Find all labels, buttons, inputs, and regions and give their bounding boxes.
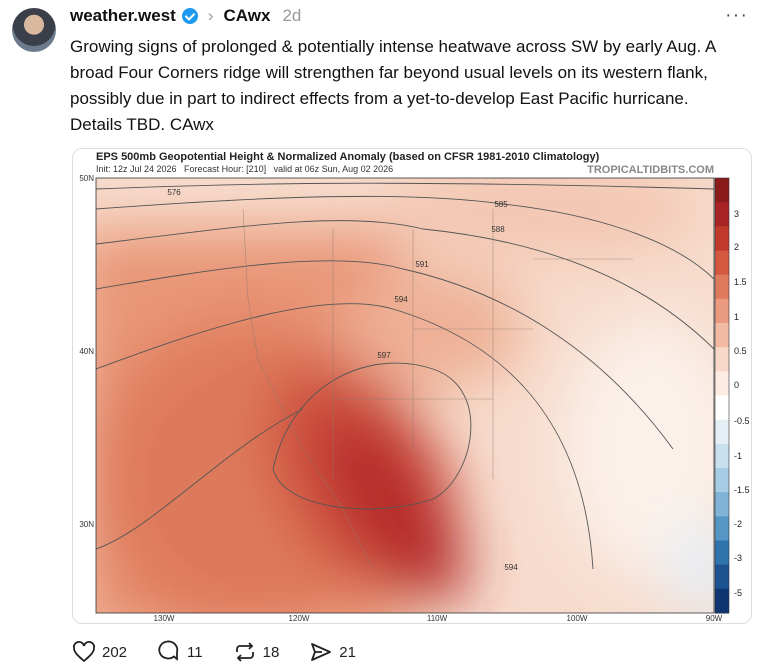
lon-label: 90W bbox=[706, 614, 723, 623]
colorbar-swatch bbox=[715, 443, 729, 469]
share-count: 21 bbox=[339, 643, 356, 661]
map-source: TROPICALTIDBITS.COM bbox=[587, 164, 714, 176]
colorbar-label: -0.5 bbox=[734, 416, 750, 426]
colorbar-swatch bbox=[715, 371, 729, 396]
like-button[interactable]: 202 bbox=[72, 640, 127, 664]
map-title: EPS 500mb Geopotential Height & Normaliz… bbox=[96, 151, 600, 163]
more-button[interactable]: ··· bbox=[725, 4, 748, 26]
map-field bbox=[96, 178, 714, 613]
map-subtitle: Init: 12z Jul 24 2026 Forecast Hour: [21… bbox=[96, 164, 393, 174]
colorbar-swatch bbox=[715, 492, 729, 517]
lat-label: 40N bbox=[79, 347, 94, 356]
colorbar-label: -5 bbox=[734, 588, 742, 598]
contour-label: 576 bbox=[167, 188, 181, 197]
colorbar-label: 0.5 bbox=[734, 346, 747, 356]
colorbar-swatch bbox=[715, 323, 729, 348]
colorbar-label: 1 bbox=[734, 312, 739, 322]
reply-count: 11 bbox=[187, 643, 203, 661]
colorbar-swatch bbox=[715, 347, 729, 372]
heart-icon bbox=[73, 641, 95, 663]
colorbar-swatch bbox=[715, 564, 729, 590]
repost-icon bbox=[235, 642, 254, 662]
lon-label: 120W bbox=[289, 614, 310, 623]
post-header: weather.west › CAwx 2d bbox=[70, 6, 301, 26]
map: EPS 500mb Geopotential Height & Normaliz… bbox=[79, 151, 750, 623]
lon-label: 100W bbox=[567, 614, 588, 623]
contour-label: 585 bbox=[494, 200, 508, 209]
avatar[interactable] bbox=[12, 8, 56, 52]
community[interactable]: CAwx bbox=[223, 6, 271, 25]
verified-badge bbox=[181, 8, 198, 24]
lat-label: 50N bbox=[79, 174, 94, 183]
colorbar-label: 0 bbox=[734, 380, 739, 390]
colorbar-swatch bbox=[715, 540, 729, 566]
colorbar bbox=[714, 177, 730, 614]
colorbar-label: -2 bbox=[734, 519, 742, 529]
colorbar-label: -3 bbox=[734, 553, 742, 563]
reply-button[interactable]: 11 bbox=[157, 640, 203, 664]
colorbar-swatch bbox=[715, 226, 729, 251]
colorbar-label: 2 bbox=[734, 242, 739, 252]
action-bar: 202 11 18 21 bbox=[72, 640, 356, 664]
colorbar-swatch bbox=[715, 588, 729, 614]
contour-label: 588 bbox=[491, 225, 505, 234]
contour-label: 594 bbox=[504, 563, 518, 572]
colorbar-swatch bbox=[715, 178, 729, 203]
colorbar-label: 3 bbox=[734, 209, 739, 219]
colorbar-swatch bbox=[715, 202, 729, 227]
colorbar-swatch bbox=[715, 274, 729, 300]
colorbar-swatch bbox=[715, 468, 729, 493]
lat-label: 30N bbox=[79, 520, 94, 529]
post-text: Growing signs of prolonged & potentially… bbox=[70, 37, 716, 134]
share-icon bbox=[311, 643, 332, 661]
separator: › bbox=[207, 6, 214, 25]
timestamp: 2d bbox=[282, 6, 302, 25]
colorbar-label: 1.5 bbox=[734, 277, 747, 287]
lon-label: 110W bbox=[427, 614, 448, 623]
colorbar-swatch bbox=[715, 419, 729, 445]
share-button[interactable]: 21 bbox=[309, 640, 356, 664]
colorbar-swatch bbox=[715, 516, 729, 541]
contour-label: 591 bbox=[415, 260, 429, 269]
contour-label: 597 bbox=[377, 351, 391, 360]
author[interactable]: weather.west bbox=[70, 6, 176, 25]
like-count: 202 bbox=[102, 643, 128, 661]
colorbar-label: -1.5 bbox=[734, 485, 750, 495]
lon-label: 130W bbox=[154, 614, 175, 623]
repost-button[interactable]: 18 bbox=[233, 640, 280, 664]
contour-label: 594 bbox=[394, 295, 408, 304]
colorbar-frame bbox=[714, 177, 730, 614]
colorbar-swatch bbox=[715, 395, 729, 421]
post-image[interactable]: EPS 500mb Geopotential Height & Normaliz… bbox=[72, 148, 752, 624]
colorbar-swatch bbox=[715, 298, 729, 324]
colorbar-label: -1 bbox=[734, 451, 742, 461]
colorbar-swatch bbox=[715, 250, 729, 276]
reply-icon bbox=[158, 640, 179, 661]
repost-count: 18 bbox=[262, 643, 280, 661]
